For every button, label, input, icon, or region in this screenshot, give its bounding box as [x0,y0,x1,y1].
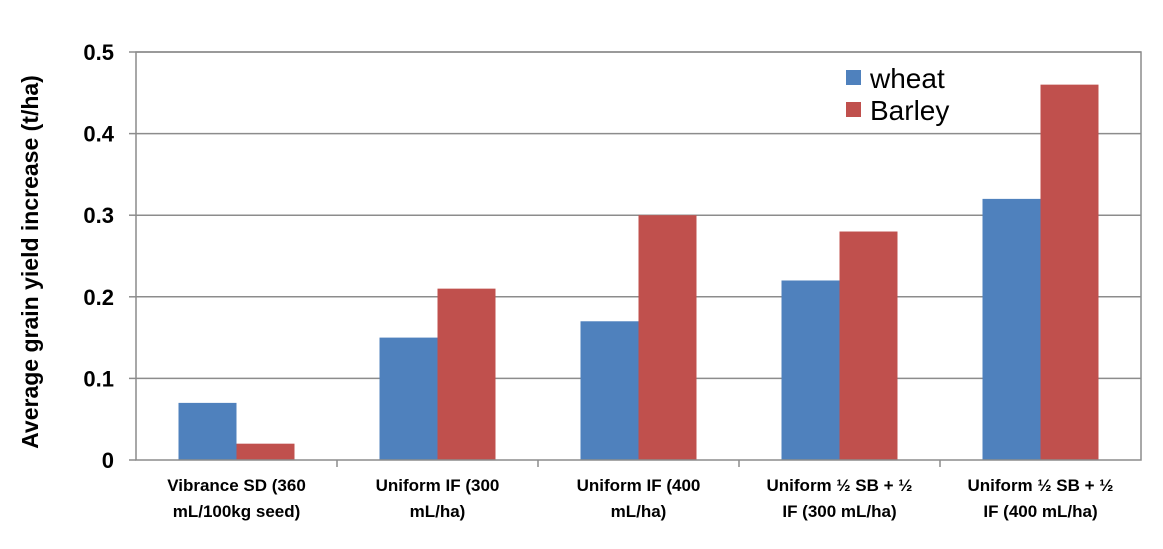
y-tick-label: 0.1 [83,366,114,391]
x-tick-label: IF (300 mL/ha) [782,502,896,521]
x-tick-label: mL/100kg seed) [173,502,301,521]
x-tick-labels: Vibrance SD (360 mL/100kg seed) Uniform IF… [167,476,1113,521]
bar-barley-0 [236,443,295,460]
bar-wheat-4 [982,198,1041,460]
bar-wheat-3 [781,280,840,460]
bars [178,84,1099,460]
x-tick-label: Uniform IF (300 [376,476,500,495]
bar-barley-2 [638,215,697,460]
y-tick-label: 0.3 [83,203,114,228]
x-tick-label: Vibrance SD (360 [167,476,306,495]
legend-label-barley: Barley [870,95,949,126]
x-tick-label: Uniform ½ SB + ½ [968,476,1114,495]
plot-border [135,51,1142,461]
x-tick-label: mL/ha) [410,502,466,521]
bar-barley-4 [1040,84,1099,460]
x-tick-label: mL/ha) [611,502,667,521]
bar-barley-1 [437,288,496,460]
y-tick-label: 0 [102,448,114,473]
legend-swatch-barley [846,102,861,117]
y-tick-label: 0.4 [83,122,114,147]
y-axis-label: Average grain yield increase (t/ha) [17,75,43,449]
bar-wheat-1 [379,337,438,460]
x-tick-label: IF (400 mL/ha) [983,502,1097,521]
y-tick-label: 0.2 [83,285,114,310]
x-tick-label: Uniform ½ SB + ½ [767,476,913,495]
bar-barley-3 [839,231,898,460]
axes [129,51,1142,467]
legend-label-wheat: wheat [869,63,945,94]
legend-swatch-wheat [846,70,861,85]
bar-wheat-2 [580,321,639,460]
y-tick-labels: 0 0.1 0.2 0.3 0.4 0.5 [83,40,114,473]
y-tick-label: 0.5 [83,40,114,65]
x-tick-label: Uniform IF (400 [577,476,701,495]
bar-wheat-0 [178,402,237,460]
